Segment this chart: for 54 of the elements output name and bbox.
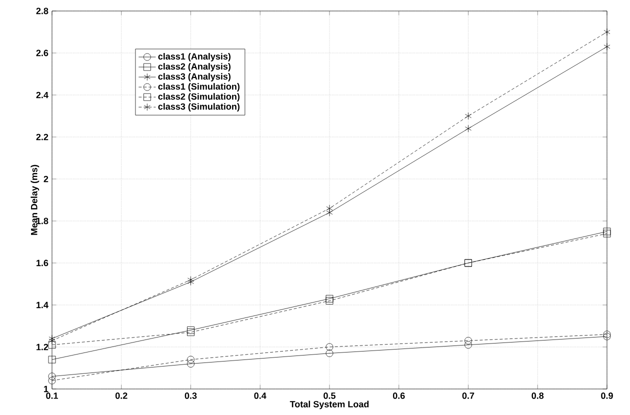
point — [603, 332, 611, 340]
x-tick-label: 0.3 — [184, 392, 197, 399]
x-tick-label: 0.1 — [46, 392, 58, 399]
point — [48, 334, 56, 342]
y-tick-label: 1 — [44, 386, 48, 392]
point — [465, 112, 472, 120]
point — [464, 341, 472, 349]
point — [326, 208, 333, 216]
point — [48, 336, 56, 344]
point — [326, 294, 334, 302]
point — [48, 356, 56, 364]
y-tick-label: 1.6 — [36, 260, 48, 266]
x-tick-label: 0.4 — [254, 392, 266, 399]
point — [464, 336, 472, 344]
y-tick-label: 2.6 — [36, 50, 48, 56]
y-tick-label: 2 — [44, 176, 48, 182]
point — [48, 341, 56, 349]
point — [187, 356, 194, 364]
legend-label: class1 (Analysis) — [158, 52, 231, 62]
point — [465, 124, 472, 132]
x-tick-label: 0.9 — [601, 392, 613, 399]
legend-label: class1 (Simulation) — [158, 83, 240, 92]
point — [187, 328, 194, 336]
point — [603, 230, 611, 238]
y-tick-label: 1.2 — [36, 344, 48, 350]
y-tick-label: 2.8 — [36, 8, 48, 14]
point — [603, 330, 611, 338]
y-tick-label: 1.8 — [36, 218, 48, 224]
point — [603, 228, 611, 236]
point — [604, 28, 610, 36]
x-tick-label: 0.2 — [115, 392, 128, 399]
x-tick-label: 0.7 — [462, 392, 474, 399]
y-tick-label: 2.2 — [36, 134, 48, 140]
point — [326, 343, 334, 351]
y-tick-label: 1.4 — [36, 302, 48, 308]
x-tick-label: 0.5 — [324, 392, 336, 399]
legend-label: class2 (Simulation) — [158, 93, 240, 102]
legend-label: class3 (Simulation) — [158, 103, 240, 112]
point — [187, 326, 194, 334]
x-tick-label: 0.6 — [392, 392, 405, 399]
point — [188, 276, 194, 284]
legend-label: class3 (Analysis) — [158, 73, 231, 82]
point — [188, 278, 194, 286]
point — [326, 204, 333, 212]
legend-label: class2 (Analysis) — [158, 63, 231, 72]
point — [604, 42, 610, 50]
x-tick-label: 0.8 — [532, 392, 544, 399]
point — [326, 297, 334, 304]
point — [48, 372, 56, 380]
y-tick-label: 2.4 — [36, 92, 48, 98]
x-axis-title: Total System Load — [290, 400, 369, 410]
point — [326, 350, 334, 357]
point — [48, 376, 56, 384]
point — [187, 360, 194, 368]
